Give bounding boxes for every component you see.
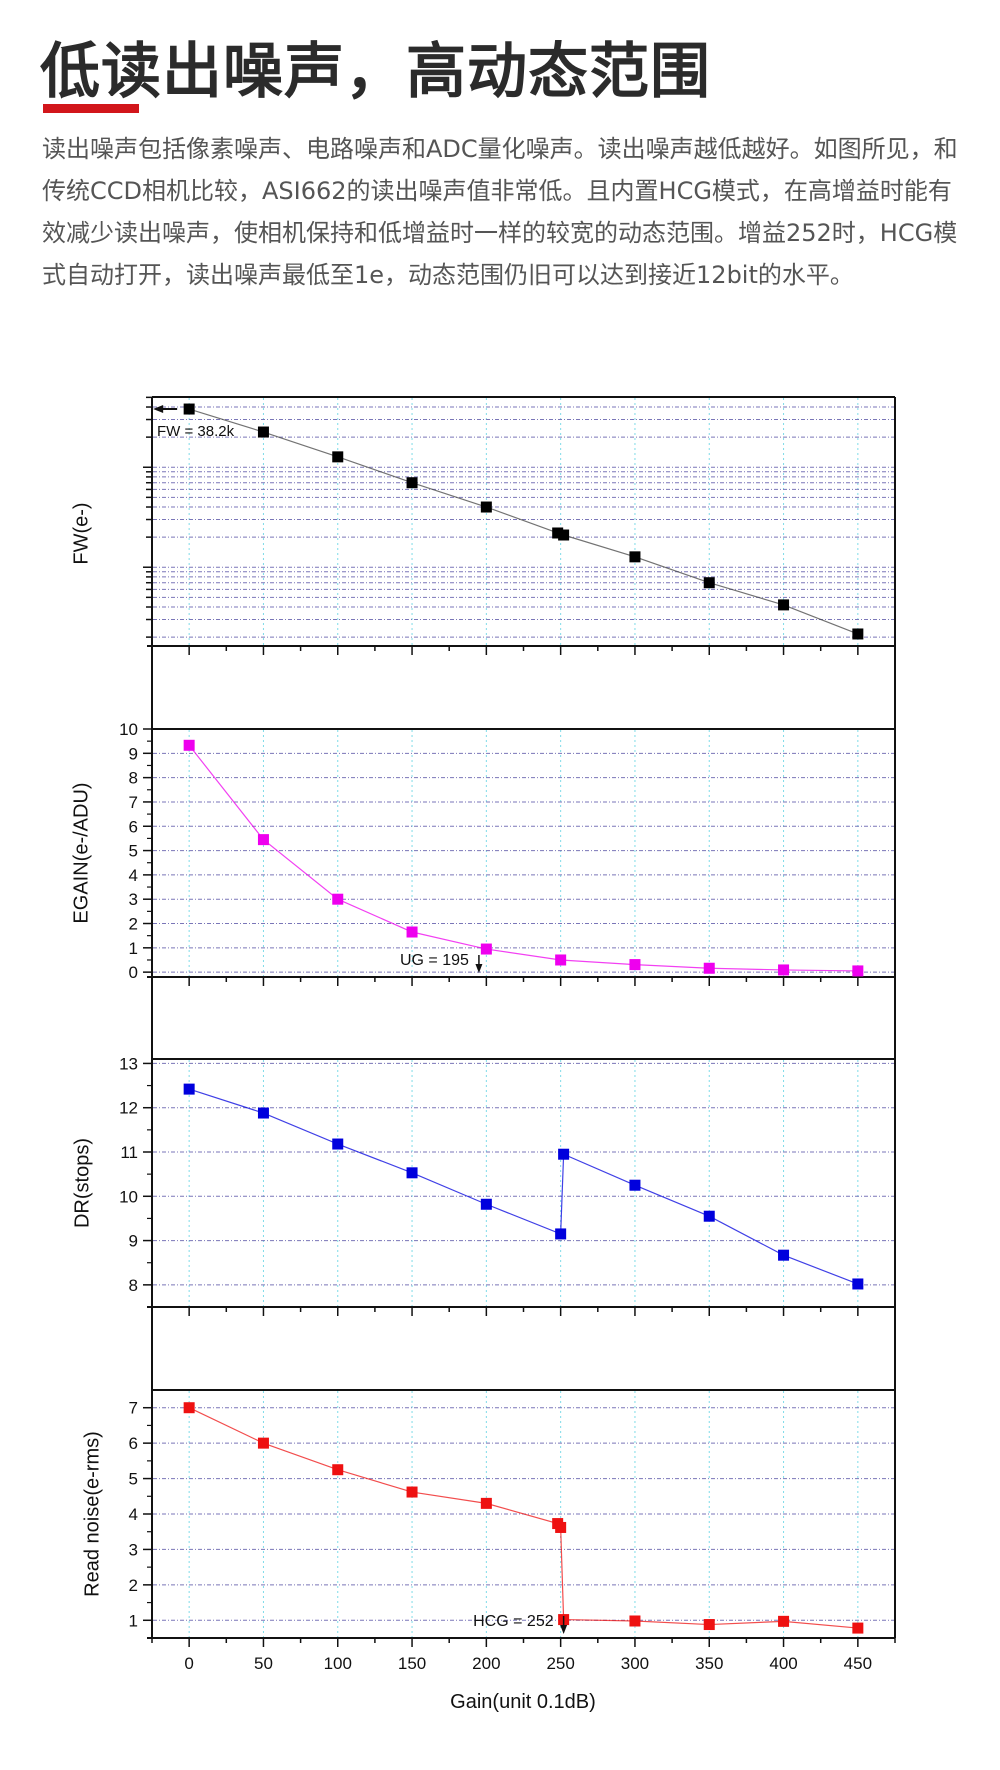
data-point [257, 1107, 269, 1119]
data-point [257, 834, 269, 846]
x-tick-label: 0 [184, 1654, 193, 1673]
y-tick-label: 9 [129, 1232, 138, 1251]
y-tick-label: 7 [129, 793, 138, 812]
series-line-fw [188, 408, 859, 635]
data-point [558, 1148, 570, 1160]
y-tick-label: 3 [129, 890, 138, 909]
data-point [480, 501, 492, 513]
data-point [629, 551, 641, 563]
data-point [332, 1464, 344, 1476]
y-tick-label: 1 [129, 1611, 138, 1630]
data-point [629, 1179, 641, 1191]
data-point [480, 1497, 492, 1509]
x-tick-label: 450 [844, 1654, 872, 1673]
data-point [183, 403, 195, 415]
panel-read-noise: 1 2 3 4 5 6 7 Read noise(e-rms) HCG = 252 [81, 1307, 896, 1647]
x-tick-label: 350 [695, 1654, 723, 1673]
annotation-arrow-head-icon [153, 405, 164, 414]
y-tick-label: 2 [129, 915, 138, 934]
y-tick-label: 10 [119, 720, 138, 739]
y-tick-label: 0 [129, 963, 138, 982]
x-tick-label: 150 [398, 1654, 426, 1673]
data-point [703, 577, 715, 589]
y-axis-label: Read noise(e-rms) [81, 1431, 103, 1597]
x-tick-label: 400 [769, 1654, 797, 1673]
data-point [332, 451, 344, 463]
y-tick-label: 8 [129, 769, 138, 788]
series-line-read-noise [188, 1407, 858, 1629]
y-tick-label: 5 [129, 1470, 138, 1489]
data-point [183, 1083, 195, 1095]
page-title: 低读出噪声，高动态范围 [40, 37, 711, 107]
data-point [778, 1615, 790, 1627]
data-point [406, 477, 418, 489]
data-point [480, 1198, 492, 1210]
y-tick-label: 8 [129, 1276, 138, 1295]
data-point [406, 926, 418, 938]
intro-paragraph: 读出噪声包括像素噪声、电路噪声和ADC量化噪声。读出噪声越低越好。如图所见，和传… [42, 135, 958, 289]
data-point [778, 1249, 790, 1261]
y-tick-label: 13 [119, 1054, 138, 1073]
x-tick-label: 250 [546, 1654, 574, 1673]
data-point [406, 1167, 418, 1179]
data-point [480, 943, 492, 955]
y-tick-label: 2 [129, 1576, 138, 1595]
panel-fw: FW(e-) FW = 38.2k [70, 396, 896, 655]
y-tick-label: 7 [129, 1399, 138, 1418]
data-point [852, 1278, 864, 1290]
y-tick-label: 1 [129, 939, 138, 958]
title-accent-bar [43, 104, 139, 113]
data-point [257, 426, 269, 438]
y-axis-label: DR(stops) [71, 1138, 93, 1228]
series-line-dr [188, 1088, 859, 1285]
y-tick-label: 6 [129, 817, 138, 836]
x-tick-label: 300 [621, 1654, 649, 1673]
x-tick-label: 200 [472, 1654, 500, 1673]
y-tick-label: 9 [129, 744, 138, 763]
data-point [555, 954, 567, 966]
y-tick-label: 3 [129, 1540, 138, 1559]
y-axis-label: FW(e-) [70, 502, 92, 564]
data-point [852, 628, 864, 640]
panel-dr: 8 9 10 11 12 13 DR(stops) [71, 977, 896, 1316]
data-point [406, 1486, 418, 1498]
x-tick-label: 50 [254, 1654, 273, 1673]
data-point [183, 1402, 195, 1414]
data-point [555, 1228, 567, 1240]
data-point [555, 1521, 567, 1533]
data-point [629, 1615, 641, 1627]
x-axis-label: Gain(unit 0.1dB) [450, 1691, 596, 1713]
y-tick-label: 12 [119, 1099, 138, 1118]
data-point [257, 1437, 269, 1449]
y-tick-label: 10 [119, 1187, 138, 1206]
annotation-arrow-down-icon [560, 1625, 568, 1634]
data-point [778, 964, 790, 976]
y-axis-label: EGAIN(e-/ADU) [70, 782, 92, 923]
data-point [183, 739, 195, 751]
panel-egain: 0 1 2 3 4 5 6 7 8 9 10 EGAIN(e-/ADU) UG = 195 [70, 646, 896, 986]
annotation-egain-label: UG = 195 [400, 952, 469, 969]
y-tick-label: 4 [129, 866, 138, 885]
series-line-egain [188, 744, 858, 972]
y-tick-label: 5 [129, 842, 138, 861]
annotation-arrow-down-icon [475, 964, 483, 973]
y-tick-label: 4 [129, 1505, 138, 1524]
data-point [852, 1622, 864, 1634]
y-tick-label: 11 [120, 1143, 138, 1162]
annotation-fw-label: FW = 38.2k [157, 423, 235, 440]
x-tick-label: 100 [324, 1654, 352, 1673]
data-point [629, 959, 641, 971]
data-point [332, 1138, 344, 1150]
data-point [558, 529, 570, 541]
data-point [778, 599, 790, 611]
data-point [703, 1619, 715, 1631]
data-point [703, 1210, 715, 1222]
data-point [703, 962, 715, 974]
data-point [332, 893, 344, 905]
y-tick-label: 6 [129, 1434, 138, 1453]
data-point [852, 965, 864, 977]
annotation-read-noise-label: HCG = 252 [473, 1613, 554, 1630]
data-point [552, 527, 564, 539]
